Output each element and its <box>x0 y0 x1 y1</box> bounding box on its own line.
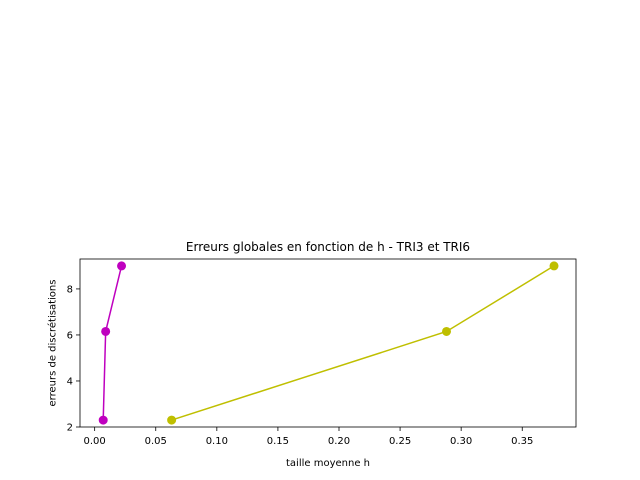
x-tick-label: 0.20 <box>328 436 350 447</box>
x-axis-ticks: 0.00 0.05 0.10 0.15 0.20 0.25 0.30 0.35 <box>84 427 533 447</box>
x-tick-label: 0.00 <box>84 436 106 447</box>
series-2-point <box>549 261 559 271</box>
x-tick-label: 0.25 <box>389 436 411 447</box>
x-tick-label: 0.05 <box>145 436 167 447</box>
y-axis-label: erreurs de discrétisations <box>47 280 59 407</box>
y-axis-ticks: 2 4 6 8 <box>67 284 80 434</box>
x-tick-label: 0.30 <box>450 436 472 447</box>
x-tick-label: 0.15 <box>267 436 289 447</box>
y-tick-label: 2 <box>67 423 73 434</box>
y-tick-label: 6 <box>67 330 73 341</box>
axes <box>79 258 577 428</box>
x-axis-label: taille moyenne h <box>286 458 370 469</box>
y-tick-label: 4 <box>67 376 73 387</box>
x-tick-label: 0.35 <box>511 436 533 447</box>
series-1-point <box>101 326 111 336</box>
series-1-point <box>117 261 127 271</box>
chart-title: Erreurs globales en fonction de h - TRI3… <box>186 240 470 254</box>
series-2-point <box>167 415 177 425</box>
plot-area <box>98 261 559 425</box>
axes-frame <box>79 258 577 428</box>
series-2-point <box>442 326 452 336</box>
series-1-point <box>98 415 108 425</box>
y-tick-label: 8 <box>67 284 73 295</box>
x-tick-label: 0.10 <box>206 436 228 447</box>
